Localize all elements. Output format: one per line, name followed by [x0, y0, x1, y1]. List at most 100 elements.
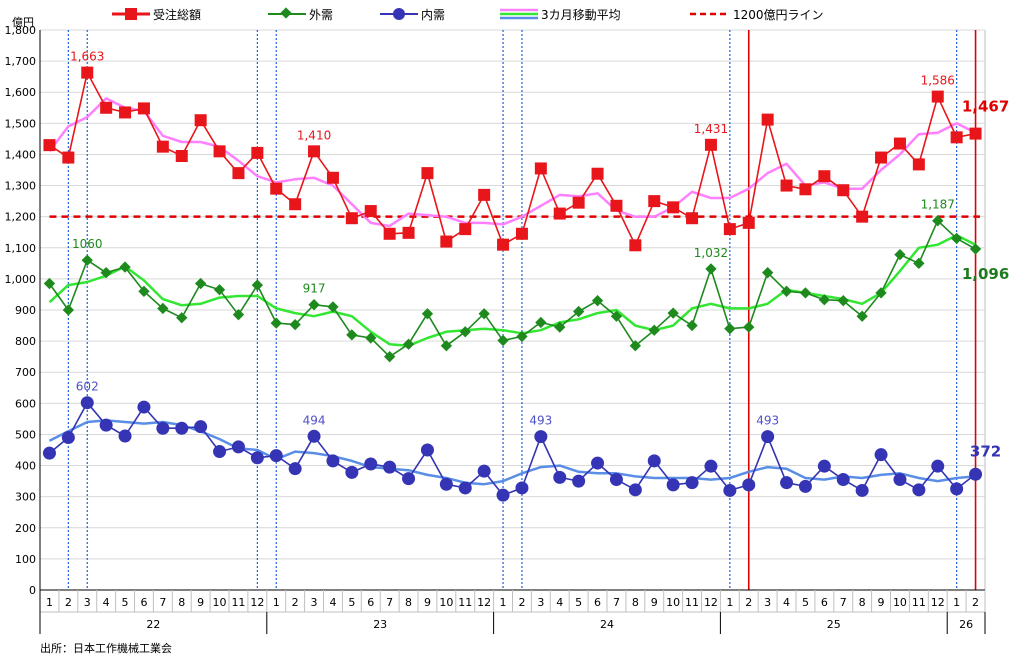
- point-domestic: [609, 473, 623, 487]
- point-external: [686, 319, 698, 332]
- month-label: 12: [250, 596, 264, 609]
- y-tick-label: 1,800: [5, 24, 37, 37]
- data-label-domestic: 602: [76, 380, 99, 394]
- data-label-total: 1,431: [694, 122, 728, 136]
- y-tick-label: 1,400: [5, 148, 37, 161]
- month-label: 9: [197, 596, 204, 609]
- point-total: [515, 227, 528, 240]
- month-label: 4: [329, 596, 336, 609]
- legend-item-ma: 3カ月移動平均: [500, 8, 621, 22]
- last-value-label-domestic: 372: [970, 442, 1001, 460]
- point-domestic: [99, 418, 113, 432]
- series-line-domestic_ma: [48, 419, 976, 486]
- point-external: [705, 263, 717, 275]
- point-external: [497, 334, 509, 347]
- month-label: 8: [178, 596, 185, 609]
- point-external: [629, 340, 642, 352]
- point-external: [610, 310, 623, 322]
- month-label: 11: [231, 596, 245, 609]
- last-value-label-total: 1,467: [962, 98, 1009, 116]
- month-label: 1: [726, 596, 733, 609]
- point-external: [478, 308, 490, 320]
- y-tick-label: 600: [15, 397, 36, 410]
- point-external: [232, 309, 245, 321]
- svg-text:外需: 外需: [309, 8, 333, 22]
- point-domestic: [213, 445, 227, 459]
- point-domestic: [345, 465, 359, 479]
- point-total: [421, 167, 434, 180]
- point-domestic: [250, 451, 264, 465]
- point-total: [497, 238, 510, 251]
- point-domestic: [307, 429, 321, 443]
- point-domestic: [458, 481, 472, 495]
- y-tick-label: 0: [29, 584, 36, 597]
- point-external: [591, 295, 604, 307]
- point-total: [799, 183, 812, 196]
- data-label-total: 1,663: [70, 50, 104, 64]
- legend-item-1200-line: 1200億円ライン: [690, 8, 824, 22]
- point-external: [289, 318, 301, 331]
- point-total: [591, 167, 604, 180]
- year-label: 25: [827, 618, 841, 631]
- point-domestic: [836, 473, 850, 487]
- point-total: [270, 182, 283, 195]
- month-label: 11: [685, 596, 699, 609]
- y-tick-label: 1,200: [5, 211, 37, 224]
- point-domestic: [912, 483, 926, 497]
- month-label: 7: [159, 596, 166, 609]
- point-total: [43, 139, 56, 152]
- point-domestic: [761, 430, 775, 444]
- point-total: [553, 207, 566, 220]
- month-label: 12: [477, 596, 491, 609]
- point-domestic: [742, 478, 756, 492]
- source-note: 出所：日本工作機械工業会: [40, 642, 172, 655]
- point-domestic: [553, 470, 567, 484]
- month-label: 8: [859, 596, 866, 609]
- data-label-external: 1,032: [694, 246, 728, 260]
- point-domestic: [156, 421, 170, 435]
- point-total: [950, 131, 963, 144]
- point-domestic: [420, 443, 434, 457]
- point-external: [913, 257, 925, 269]
- point-external: [743, 321, 755, 333]
- point-external: [780, 285, 793, 297]
- point-domestic: [704, 459, 718, 473]
- point-total: [383, 227, 396, 240]
- point-total: [761, 113, 774, 126]
- month-label: 6: [594, 596, 601, 609]
- point-domestic: [931, 459, 945, 473]
- point-external: [402, 338, 415, 350]
- month-label: 3: [537, 596, 544, 609]
- point-domestic: [80, 396, 94, 410]
- point-external: [667, 307, 679, 319]
- point-external: [856, 310, 868, 322]
- point-total: [137, 102, 150, 115]
- last-value-label-external: 1,096: [962, 265, 1009, 283]
- year-label: 26: [959, 618, 973, 631]
- point-total: [289, 198, 302, 211]
- data-label-total: 1,586: [921, 74, 955, 88]
- point-domestic: [477, 464, 491, 478]
- point-total: [912, 158, 925, 171]
- point-total: [818, 170, 831, 183]
- point-external: [799, 287, 812, 299]
- point-total: [837, 184, 850, 197]
- month-label: 7: [840, 596, 847, 609]
- point-total: [308, 145, 321, 158]
- y-tick-label: 200: [15, 522, 36, 535]
- point-domestic: [326, 454, 340, 468]
- point-external: [176, 312, 188, 324]
- point-external: [950, 232, 963, 245]
- point-external: [383, 351, 396, 363]
- point-domestic: [515, 481, 529, 495]
- point-total: [459, 223, 472, 236]
- point-domestic: [628, 483, 642, 497]
- point-domestic: [175, 421, 189, 435]
- data-label-domestic: 494: [303, 413, 326, 427]
- month-label: 9: [651, 596, 658, 609]
- point-domestic: [288, 462, 302, 476]
- point-domestic: [780, 476, 794, 490]
- point-external: [932, 215, 944, 227]
- point-domestic: [439, 477, 453, 491]
- series-line-external_ma: [48, 234, 977, 348]
